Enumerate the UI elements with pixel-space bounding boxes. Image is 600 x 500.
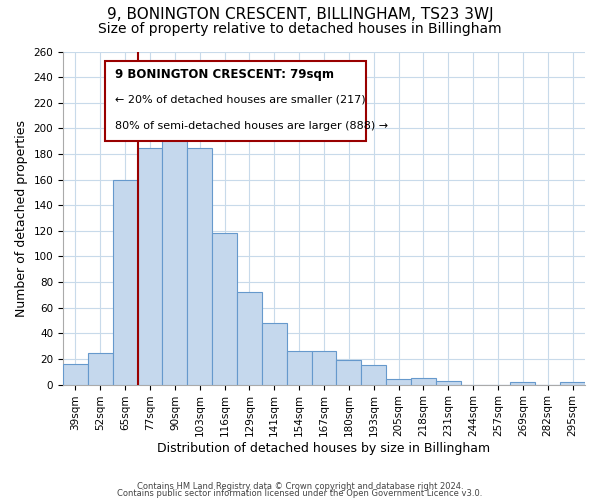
Bar bbox=[511, 382, 535, 384]
Bar bbox=[411, 378, 436, 384]
Text: 80% of semi-detached houses are larger (888) →: 80% of semi-detached houses are larger (… bbox=[115, 122, 388, 132]
Bar bbox=[337, 360, 361, 384]
Bar bbox=[311, 352, 337, 384]
Bar bbox=[361, 366, 386, 384]
Text: 9 BONINGTON CRESCENT: 79sqm: 9 BONINGTON CRESCENT: 79sqm bbox=[115, 68, 334, 81]
Text: ← 20% of detached houses are smaller (217): ← 20% of detached houses are smaller (21… bbox=[115, 95, 366, 105]
Bar bbox=[187, 148, 212, 384]
FancyBboxPatch shape bbox=[105, 62, 366, 142]
Bar bbox=[137, 148, 163, 384]
Bar bbox=[436, 381, 461, 384]
Bar bbox=[262, 323, 287, 384]
X-axis label: Distribution of detached houses by size in Billingham: Distribution of detached houses by size … bbox=[157, 442, 491, 455]
Bar bbox=[113, 180, 137, 384]
Text: Contains public sector information licensed under the Open Government Licence v3: Contains public sector information licen… bbox=[118, 490, 482, 498]
Text: Size of property relative to detached houses in Billingham: Size of property relative to detached ho… bbox=[98, 22, 502, 36]
Bar bbox=[63, 364, 88, 384]
Bar bbox=[287, 352, 311, 384]
Text: 9, BONINGTON CRESCENT, BILLINGHAM, TS23 3WJ: 9, BONINGTON CRESCENT, BILLINGHAM, TS23 … bbox=[107, 8, 493, 22]
Bar bbox=[237, 292, 262, 384]
Text: Contains HM Land Registry data © Crown copyright and database right 2024.: Contains HM Land Registry data © Crown c… bbox=[137, 482, 463, 491]
Y-axis label: Number of detached properties: Number of detached properties bbox=[15, 120, 28, 316]
Bar bbox=[212, 234, 237, 384]
Bar bbox=[163, 116, 187, 384]
Bar bbox=[88, 352, 113, 384]
Bar bbox=[560, 382, 585, 384]
Bar bbox=[386, 380, 411, 384]
